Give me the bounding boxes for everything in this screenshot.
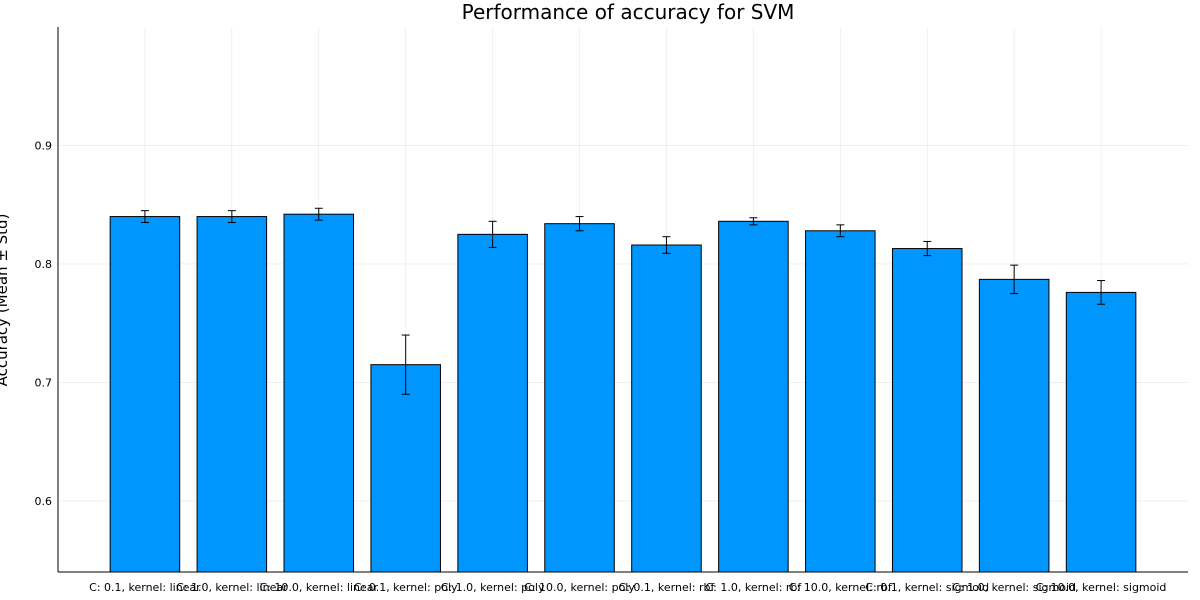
- x-tick-label: C: 10.0, kernel: linear: [259, 581, 378, 594]
- bar: [457, 233, 528, 573]
- bar: [1065, 291, 1137, 573]
- chart-title: Performance of accuracy for SVM: [462, 0, 795, 24]
- bar: [891, 248, 963, 573]
- y-tick-label: 0.7: [35, 376, 53, 389]
- x-tick-label: C: 10.0, kernel: poly: [524, 581, 635, 594]
- x-tick-label: C: 0.1, kernel: poly: [354, 581, 458, 594]
- x-tick-label: C: 1.0, kernel: linear: [176, 581, 288, 594]
- x-tick-label: C: 0.1, kernel: rbf: [619, 581, 716, 594]
- bar: [544, 223, 615, 573]
- y-axis-label: Accuracy (Mean ± Std): [0, 214, 11, 387]
- x-tick-label: C: 1.0, kernel: rbf: [705, 581, 802, 594]
- bar: [631, 244, 702, 573]
- bar: [718, 220, 789, 573]
- bar: [109, 216, 181, 573]
- bar: [370, 364, 441, 573]
- y-tick-label: 0.9: [35, 139, 53, 152]
- bar: [805, 230, 876, 573]
- y-tick-labels: 0.6 0.7 0.8 0.9: [35, 139, 53, 507]
- y-tick-label: 0.6: [35, 495, 53, 508]
- y-tick-label: 0.8: [35, 258, 53, 271]
- error-bars: [140, 207, 1106, 395]
- bar: [283, 213, 355, 573]
- x-tick-label: C: 0.1, kernel: linear: [89, 581, 201, 594]
- bar: [978, 278, 1050, 573]
- x-tick-label: C: 10.0, kernel: rbf: [789, 581, 893, 594]
- x-tick-label: C: 1.0, kernel: poly: [441, 581, 545, 594]
- bar: [196, 216, 268, 573]
- x-tick-label: C: 0.1, kernel: sigmoid: [865, 581, 989, 594]
- x-tick-label: C: 1.0, kernel: sigmoid: [952, 581, 1076, 594]
- x-tick-label: C: 10.0, kernel: sigmoid: [1036, 581, 1167, 594]
- bars: [109, 213, 1137, 573]
